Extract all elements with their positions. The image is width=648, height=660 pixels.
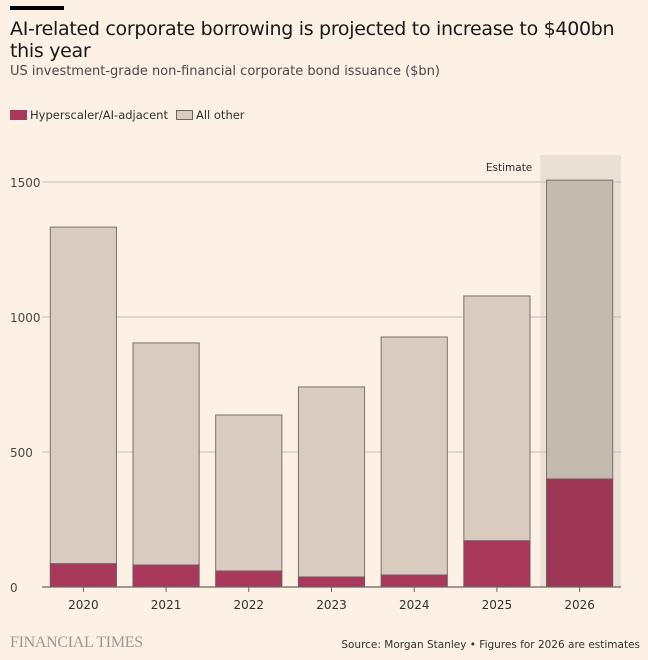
bar-ai-2024 (380, 574, 448, 588)
legend-label-ai: Hyperscaler/AI-adjacent (30, 108, 168, 122)
x-tick-label: 2022 (234, 598, 265, 612)
x-tick-label: 2020 (68, 598, 99, 612)
x-tick-label: 2024 (399, 598, 430, 612)
bar-all-other-2021 (132, 342, 200, 566)
x-tick-label: 2025 (482, 598, 513, 612)
bar-all-other-2024 (380, 336, 448, 576)
legend: Hyperscaler/AI-adjacent All other (10, 108, 245, 122)
y-tick-label: 0 (10, 581, 18, 595)
x-tick-label: 2023 (316, 598, 347, 612)
ft-logo: FINANCIAL TIMES (10, 634, 143, 651)
legend-item-other: All other (175, 108, 245, 122)
bar-all-other-2022 (215, 414, 283, 572)
legend-label-other: All other (195, 108, 245, 122)
bar-all-other-2023 (297, 386, 366, 578)
brand-bar (10, 6, 64, 10)
source-note: Source: Morgan Stanley • Figures for 202… (341, 639, 640, 651)
legend-swatch-ai (10, 110, 27, 120)
bar-ai-2022 (215, 570, 283, 588)
bar-ai-2026 (546, 478, 614, 588)
x-tick-label: 2021 (151, 598, 182, 612)
chart-subtitle: US investment-grade non-financial corpor… (10, 64, 440, 79)
estimate-annotation: Estimate (486, 162, 532, 174)
bar-ai-2025 (463, 540, 531, 588)
bar-ai-2023 (297, 576, 366, 588)
chart-title: AI-related corporate borrowing is projec… (10, 18, 615, 62)
bar-ai-2020 (49, 563, 117, 588)
bar-all-other-2025 (463, 295, 531, 542)
y-tick-label: 1000 (10, 311, 41, 325)
x-tick-label: 2026 (564, 598, 595, 612)
bar-ai-2021 (132, 564, 200, 588)
y-tick-label: 500 (10, 446, 33, 460)
y-tick-label: 1500 (10, 176, 41, 190)
legend-item-ai: Hyperscaler/AI-adjacent (10, 108, 168, 122)
legend-swatch-other (175, 110, 193, 120)
bar-all-other-2020 (49, 226, 117, 565)
bar-all-other-2026 (546, 179, 614, 480)
